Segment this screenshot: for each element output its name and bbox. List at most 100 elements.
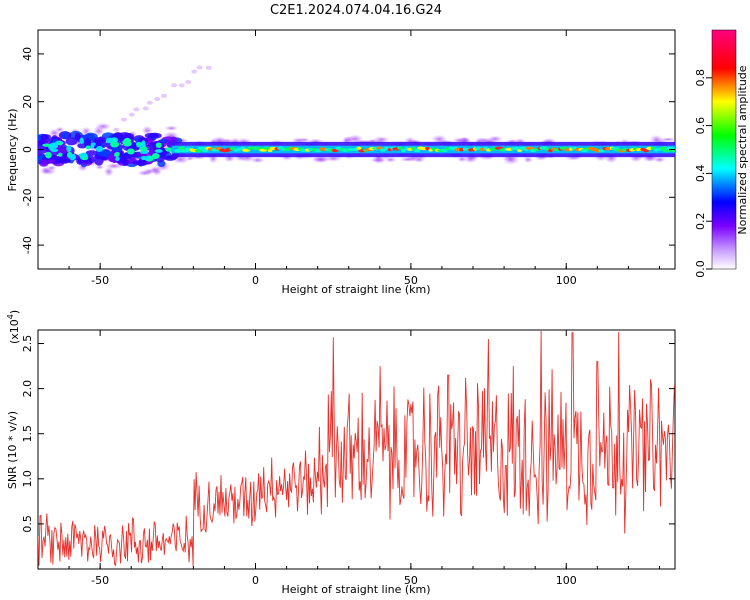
spectrogram-noise-core <box>80 152 88 157</box>
colorbar-label: Normalized spectral amplitude <box>736 65 749 234</box>
snr-ytick-label: 2.0 <box>21 380 34 398</box>
snr-panel: -50 0 50 100 2.5 2.0 1.5 1.0 0.5 Height of strai… <box>6 310 676 596</box>
snr-xlabel: Height of straight line (km) <box>281 583 430 596</box>
spectrogram-band-hotspot <box>413 148 421 153</box>
colorbar-tick-label: 0.8 <box>694 69 707 87</box>
spectrogram-noise-core <box>58 142 63 146</box>
spectrogram-trail-dot <box>171 83 178 88</box>
spectrogram-ytick-label: -40 <box>21 236 34 254</box>
spectrogram-noise-blob <box>159 139 169 144</box>
spectrogram-noise-core <box>139 146 148 152</box>
colorbar-ticks: 0.0 0.2 0.4 0.6 0.8 <box>694 69 712 278</box>
spectrogram-trail-dot <box>154 97 161 102</box>
spectrogram-haze <box>399 156 417 162</box>
spectrogram-band-hotspot <box>650 146 656 150</box>
spectrogram-noise-core <box>49 142 59 149</box>
spectrogram-haze <box>141 125 153 136</box>
spectrogram-haze <box>523 156 533 164</box>
spectrogram-band-hotspot <box>544 147 550 151</box>
spectrogram-noise-core <box>165 147 173 152</box>
spectrogram-trail-dot <box>196 65 203 70</box>
spectrogram-noise-blob <box>136 159 148 167</box>
snr-ytick-label: 2.5 <box>21 335 34 353</box>
spectrogram-ytick-label: -20 <box>21 188 34 206</box>
spectrogram-trail-dot <box>160 93 167 98</box>
spectrogram-noise-core <box>155 142 162 149</box>
spectrogram-noise-core <box>42 143 52 147</box>
spectrogram-xtick-label: 50 <box>404 274 418 287</box>
spectrogram-band-hotspot <box>397 146 403 150</box>
spectrogram-trail-dot <box>205 65 212 70</box>
spectrogram-xtick-label: -50 <box>91 274 109 287</box>
spectrogram-noise-core <box>122 139 129 145</box>
colorbar-tick-label: 0.6 <box>694 117 707 135</box>
spectrogram-trail-dot <box>142 106 149 111</box>
spectrogram-noise-blob <box>38 134 42 141</box>
spectrogram-haze <box>372 136 390 143</box>
spectrogram-noise-blob <box>115 146 123 152</box>
spectrogram-trail-dot <box>121 117 128 122</box>
snr-multiplier-base: (x10 <box>8 319 21 344</box>
spectrogram-band-hotspot <box>401 148 406 153</box>
svg-text:(x104): (x104) <box>6 310 21 344</box>
spectrogram-noise-core <box>81 156 88 161</box>
snr-marks <box>38 330 675 567</box>
spectrogram-haze <box>55 126 65 133</box>
spectrogram-trail-dot <box>185 79 192 84</box>
spectrogram-noise-core <box>50 148 59 153</box>
spectrogram-noise-core <box>106 137 114 144</box>
spectrogram-haze <box>95 164 105 170</box>
spectrogram-haze <box>457 156 468 163</box>
spectrogram-noise-core <box>45 151 52 159</box>
snr-ytick-label: 0.5 <box>21 515 34 533</box>
spectrogram-noise-blob <box>169 136 178 144</box>
figure-title: C2E1.2024.074.04.16.G24 <box>270 3 442 18</box>
colorbar-tick-label: 0.0 <box>694 260 707 278</box>
spectrogram-band-hotspot <box>178 146 185 150</box>
spectrogram-trail-dot <box>113 127 120 132</box>
spectrogram-band-hotspot <box>356 146 362 150</box>
spectrogram-noise-core <box>90 143 95 149</box>
spectrogram-haze <box>311 156 330 164</box>
spectrogram-band-hotspot <box>202 148 209 153</box>
snr-multiplier-exp: 4 <box>6 314 15 319</box>
spectrogram-trail-dot <box>191 69 198 74</box>
spectrogram-haze <box>103 166 114 177</box>
spectrogram-trail-dot <box>133 107 140 112</box>
spectrogram-haze <box>39 167 57 176</box>
spectrogram-noise-core <box>79 137 84 144</box>
spectrogram-noise-core <box>152 153 160 160</box>
spectrogram-noise-blob <box>122 159 129 167</box>
spectrogram-noise-core <box>66 145 72 153</box>
spectrogram-noise-core <box>95 145 104 153</box>
spectrogram-noise-blob <box>74 132 81 141</box>
spectrogram-ytick-label: 0 <box>21 146 34 153</box>
spectrogram-noise-blob <box>38 159 49 167</box>
spectrogram-ytick-label: 40 <box>21 47 34 61</box>
spectrogram-noise-blob <box>93 137 107 144</box>
colorbar-tick-label: 0.2 <box>694 212 707 230</box>
spectrogram-noise-core <box>139 150 149 155</box>
spectrogram-xtick-label: 100 <box>556 274 577 287</box>
spectrogram-noise-blob <box>46 159 56 164</box>
spectrogram-noise-blob <box>84 138 92 148</box>
spectrogram-band-hotspot <box>525 146 535 150</box>
spectrogram-haze <box>149 166 161 174</box>
snr-xtick-label: 0 <box>252 574 259 587</box>
spectrogram-band-hotspot <box>459 148 464 152</box>
spectrogram-noise-blob <box>144 132 159 139</box>
snr-series-line <box>38 330 675 567</box>
colorbar: 0.0 0.2 0.4 0.6 0.8 Normalized spectral ampl… <box>694 29 749 278</box>
spectrogram-haze <box>95 122 112 131</box>
spectrogram-noise-core <box>115 156 120 162</box>
spectrogram-noise-core <box>85 145 91 150</box>
snr-ytick-label: 1.5 <box>21 425 34 443</box>
spectrogram-noise-blob <box>102 132 115 140</box>
spectrogram-noise-blob <box>85 150 98 156</box>
spectrogram-xlabel: Height of straight line (km) <box>281 283 430 296</box>
spectrogram-noise-blob <box>65 137 78 146</box>
spectrogram-xtick-label: 0 <box>252 274 259 287</box>
spectrogram-axes: -50 0 50 100 40 20 0 -20 -40 <box>21 30 675 287</box>
colorbar-gradient <box>711 29 737 270</box>
